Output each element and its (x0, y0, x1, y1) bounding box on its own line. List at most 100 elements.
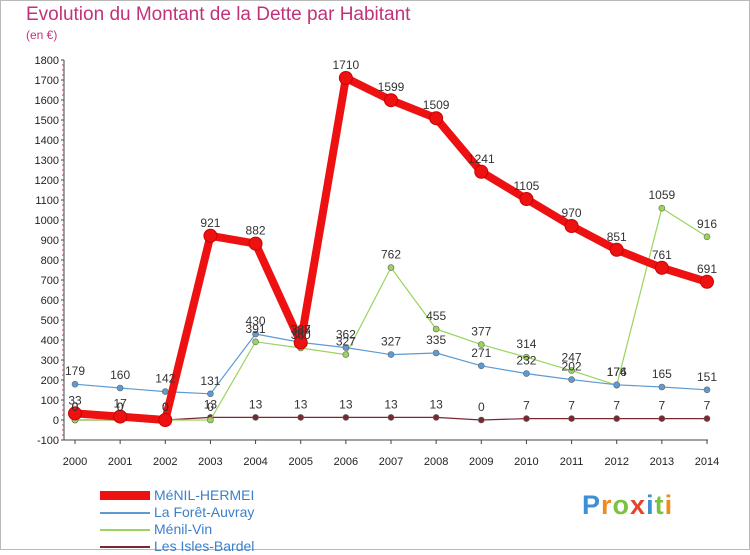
data-label-la-foret-auvray: 202 (562, 360, 582, 374)
y-tick-label: 1000 (35, 215, 59, 227)
data-label-la-foret-auvray: 151 (697, 370, 717, 384)
x-tick-label: 2006 (334, 456, 358, 468)
data-point-les-isles-bardel (432, 414, 440, 421)
data-point-les-isles-bardel (568, 415, 575, 422)
data-point-menil-hermei (564, 219, 579, 233)
y-tick-label: 1800 (35, 55, 59, 67)
data-label-les-isles-bardel: 13 (249, 397, 263, 411)
data-point-menil-hermei (700, 274, 714, 289)
data-label-menil-vin: 391 (246, 322, 266, 336)
y-tick-label: 700 (41, 275, 59, 287)
data-point-menil-vin (658, 204, 666, 212)
data-point-menil-hermei (293, 335, 308, 350)
x-tick-label: 2013 (650, 456, 674, 468)
legend-swatch-la-foret-auvray (100, 512, 150, 514)
x-tick-label: 2007 (379, 456, 403, 468)
data-point-les-isles-bardel (523, 415, 530, 422)
x-tick-label: 2010 (514, 456, 538, 468)
data-label-les-isles-bardel: 13 (429, 397, 443, 411)
data-point-la-foret-auvray (342, 344, 350, 351)
data-point-menil-vin (568, 367, 575, 374)
data-point-la-foret-auvray (71, 380, 79, 388)
data-label-les-isles-bardel: 13 (339, 397, 353, 411)
chart-subtitle: (en €) (26, 28, 58, 42)
series-layer (68, 71, 714, 427)
legend-label-les-isles-bardel: Les Isles-Bardel (154, 538, 255, 554)
legend-item-menil-hermei: MéNIL-HERMEI (100, 487, 360, 504)
legend-swatch-menil-hermei (100, 491, 150, 500)
y-tick-label: 500 (41, 315, 59, 327)
y-tick-label: 600 (41, 295, 59, 307)
data-point-menil-vin (703, 233, 711, 241)
data-point-la-foret-auvray (613, 381, 621, 389)
data-label-menil-vin: 916 (697, 217, 717, 231)
logo-letter: i (664, 490, 674, 520)
data-point-la-foret-auvray (387, 351, 395, 358)
data-label-les-isles-bardel: 7 (523, 399, 530, 413)
data-label-menil-hermei: 970 (562, 206, 582, 220)
data-point-menil-hermei (248, 236, 263, 251)
logo-letter: i (646, 490, 655, 520)
data-label-les-isles-bardel: 7 (568, 399, 575, 413)
data-label-la-foret-auvray: 160 (110, 368, 130, 382)
data-label-les-isles-bardel: 7 (613, 399, 620, 413)
data-point-menil-hermei (113, 409, 128, 424)
data-point-les-isles-bardel (387, 414, 395, 421)
y-tick-label: -100 (37, 435, 59, 447)
x-tick-label: 2008 (424, 456, 448, 468)
data-label-menil-hermei: 691 (697, 262, 717, 276)
legend-item-menil-vin: Ménil-Vin (100, 521, 360, 538)
data-point-menil-hermei (474, 164, 489, 179)
data-point-les-isles-bardel (342, 414, 350, 421)
legend-label-la-foret-auvray: La Forêt-Auvray (154, 504, 255, 520)
data-label-menil-vin: 360 (291, 328, 311, 342)
data-point-menil-hermei (68, 406, 82, 421)
data-label-menil-hermei: 1599 (378, 80, 405, 94)
logo-letter: P (582, 490, 602, 520)
data-label-les-isles-bardel: 7 (659, 399, 666, 413)
data-point-la-foret-auvray (568, 376, 575, 383)
data-label-menil-hermei: 761 (652, 248, 672, 262)
data-point-menil-vin (523, 353, 530, 361)
x-tick-label: 2005 (288, 456, 312, 468)
data-label-menil-hermei: 1105 (514, 179, 540, 193)
data-point-menil-vin (387, 264, 395, 271)
legend-label-menil-hermei: MéNIL-HERMEI (154, 487, 255, 503)
data-label-menil-vin: 0 (117, 400, 124, 414)
data-point-menil-hermei (429, 111, 444, 126)
data-label-menil-hermei: 851 (607, 230, 627, 244)
legend: MéNIL-HERMEI La Forêt-Auvray Ménil-Vin L… (100, 487, 360, 555)
y-tick-label: 800 (41, 255, 59, 267)
legend-item-les-isles-bardel: Les Isles-Bardel (100, 538, 360, 555)
data-label-menil-hermei: 17 (113, 397, 127, 411)
data-point-la-foret-auvray (161, 388, 169, 395)
data-label-menil-vin: 1059 (649, 188, 676, 202)
y-tick-label: 1200 (35, 175, 59, 187)
data-point-la-foret-auvray (523, 370, 530, 377)
chart-title: Evolution du Montant de la Dette par Hab… (26, 4, 411, 25)
x-tick-label: 2002 (153, 456, 177, 468)
data-point-la-foret-auvray (252, 330, 259, 338)
x-tick-label: 2009 (469, 456, 493, 468)
data-point-menil-vin (252, 338, 259, 346)
data-label-la-foret-auvray: 271 (471, 346, 491, 360)
data-label-menil-hermei: 0 (162, 400, 169, 414)
data-point-menil-vin (477, 341, 485, 348)
data-label-menil-hermei: 882 (246, 224, 266, 238)
legend-swatch-les-isles-bardel (100, 546, 150, 548)
logo-letter: r (601, 490, 613, 520)
data-label-la-foret-auvray: 232 (516, 354, 536, 368)
data-label-les-isles-bardel: 0 (478, 400, 485, 414)
legend-swatch-menil-vin (100, 529, 150, 531)
x-tick-label: 2011 (560, 456, 584, 468)
data-label-menil-vin: 174 (607, 365, 627, 379)
legend-label-menil-vin: Ménil-Vin (154, 521, 213, 537)
y-tick-label: 1600 (35, 95, 59, 107)
data-labels-layer: 33 17 092188238717101599150912411105970851… (65, 58, 717, 414)
data-label-menil-vin: 247 (562, 351, 582, 365)
data-label-la-foret-auvray: 327 (381, 335, 401, 349)
data-label-les-isles-bardel: 0 (117, 400, 124, 414)
x-tick-label: 2004 (243, 456, 267, 468)
data-point-menil-hermei (654, 260, 669, 275)
